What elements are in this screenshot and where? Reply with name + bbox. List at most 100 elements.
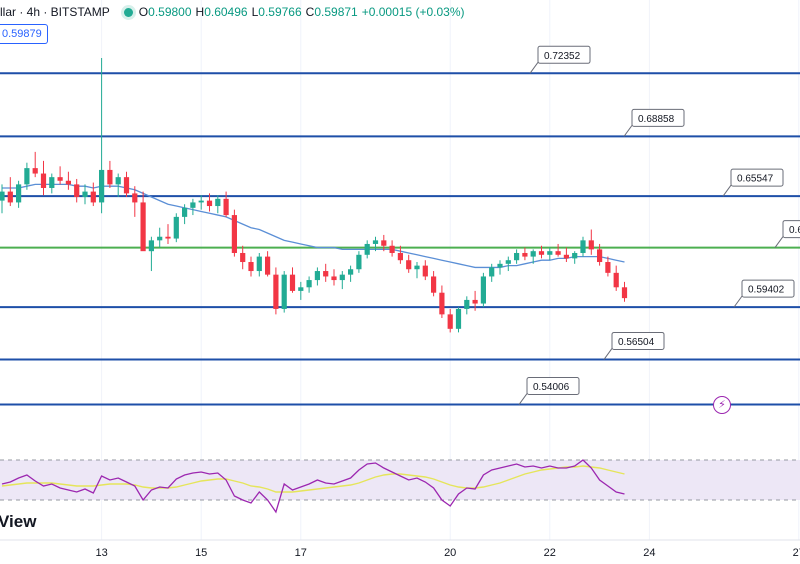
candle bbox=[16, 180, 22, 208]
candle-body bbox=[240, 252, 246, 263]
callout-box bbox=[611, 331, 665, 350]
candle-body bbox=[489, 267, 495, 277]
candle bbox=[107, 160, 113, 188]
candle-body bbox=[331, 276, 337, 281]
candle-body bbox=[99, 169, 105, 203]
candle bbox=[480, 272, 486, 308]
candle bbox=[173, 213, 179, 243]
price-tag[interactable]: 0.59879 bbox=[0, 24, 48, 44]
market-status-dot bbox=[123, 7, 133, 17]
candle bbox=[24, 162, 30, 190]
level-label: 0.59402 bbox=[748, 285, 785, 296]
candle bbox=[406, 254, 412, 273]
candle bbox=[90, 182, 96, 207]
candle bbox=[231, 209, 237, 257]
candle bbox=[497, 260, 503, 275]
low-label: L bbox=[251, 5, 259, 19]
candle bbox=[605, 256, 611, 277]
rsi-band bbox=[0, 460, 800, 500]
candle-body bbox=[472, 299, 478, 304]
candle bbox=[140, 191, 146, 252]
candle bbox=[314, 267, 320, 286]
candle bbox=[372, 236, 379, 252]
x-tick-label: 15 bbox=[195, 547, 207, 559]
candle-body bbox=[265, 256, 271, 275]
candle bbox=[265, 251, 271, 277]
candle-body bbox=[397, 252, 403, 261]
x-tick-label: 17 bbox=[295, 547, 307, 559]
candle-body bbox=[547, 251, 553, 255]
candle-body bbox=[348, 269, 354, 275]
vertical-grid bbox=[101, 0, 800, 540]
candle bbox=[157, 227, 163, 248]
candle-body bbox=[497, 263, 503, 268]
level-label: 0.65547 bbox=[737, 174, 774, 185]
symbol-title: llar · 4h · BITSTAMP bbox=[0, 5, 110, 19]
candle bbox=[32, 151, 38, 178]
candle bbox=[65, 171, 71, 190]
candle bbox=[323, 263, 329, 282]
level-label: 0.72352 bbox=[544, 51, 581, 62]
candle-body bbox=[431, 276, 437, 293]
candle-body bbox=[597, 249, 603, 263]
candle bbox=[597, 243, 603, 266]
candle bbox=[455, 307, 462, 333]
candle-body bbox=[148, 240, 154, 252]
level-label: 0.68858 bbox=[638, 114, 675, 125]
candle bbox=[0, 184, 5, 214]
rsi-panel bbox=[0, 459, 800, 514]
candle bbox=[555, 243, 561, 257]
level-labels: 0.72352 0.68858 0.65547 0.6 0.59402 0.56504 0.… bbox=[518, 45, 800, 405]
high-value: 0.60496 bbox=[204, 5, 248, 19]
candle-body bbox=[165, 236, 171, 239]
callout-leader bbox=[623, 125, 633, 137]
candlesticks bbox=[0, 57, 628, 333]
candle bbox=[514, 249, 520, 264]
candle bbox=[256, 252, 262, 277]
x-tick-label: 13 bbox=[95, 547, 107, 559]
candle bbox=[215, 195, 221, 214]
candle-body bbox=[24, 168, 30, 185]
candle-body bbox=[381, 240, 387, 246]
candle bbox=[49, 173, 55, 194]
x-tick-label: 24 bbox=[643, 547, 655, 559]
candle bbox=[57, 166, 63, 185]
level-label: 0.6 bbox=[789, 225, 800, 236]
candle-body bbox=[439, 292, 445, 315]
candle-body bbox=[40, 173, 47, 188]
lightning-bolt-icon[interactable]: ⚡ bbox=[713, 396, 731, 414]
candle bbox=[339, 271, 345, 290]
candle-body bbox=[339, 274, 345, 281]
moving-average bbox=[2, 183, 625, 269]
callout-leader bbox=[733, 295, 743, 308]
candle bbox=[522, 247, 528, 261]
x-tick-label: 27 bbox=[793, 547, 800, 559]
callout-leader bbox=[529, 62, 539, 74]
candle bbox=[40, 160, 47, 196]
candle-body bbox=[356, 254, 362, 270]
candle-body bbox=[0, 191, 5, 201]
candle bbox=[273, 267, 279, 315]
candle bbox=[198, 195, 204, 210]
candle bbox=[132, 186, 138, 217]
candle bbox=[281, 271, 287, 313]
candle-body bbox=[215, 198, 221, 207]
candle-body bbox=[364, 243, 370, 255]
candle bbox=[240, 245, 246, 270]
candle bbox=[489, 263, 495, 282]
candle-body bbox=[555, 251, 561, 255]
brand-watermark: View bbox=[0, 512, 37, 531]
callout-leader bbox=[722, 184, 732, 197]
candle-body bbox=[447, 314, 453, 329]
candle-body bbox=[422, 265, 428, 277]
candle-body bbox=[65, 180, 71, 185]
callout-box bbox=[537, 45, 591, 64]
candle-body bbox=[49, 177, 55, 188]
candle-body bbox=[281, 274, 287, 309]
candle bbox=[356, 251, 362, 273]
candle-body bbox=[32, 168, 38, 174]
high-label: H bbox=[195, 5, 205, 19]
candle-body bbox=[82, 191, 88, 198]
candle-body bbox=[406, 260, 412, 270]
